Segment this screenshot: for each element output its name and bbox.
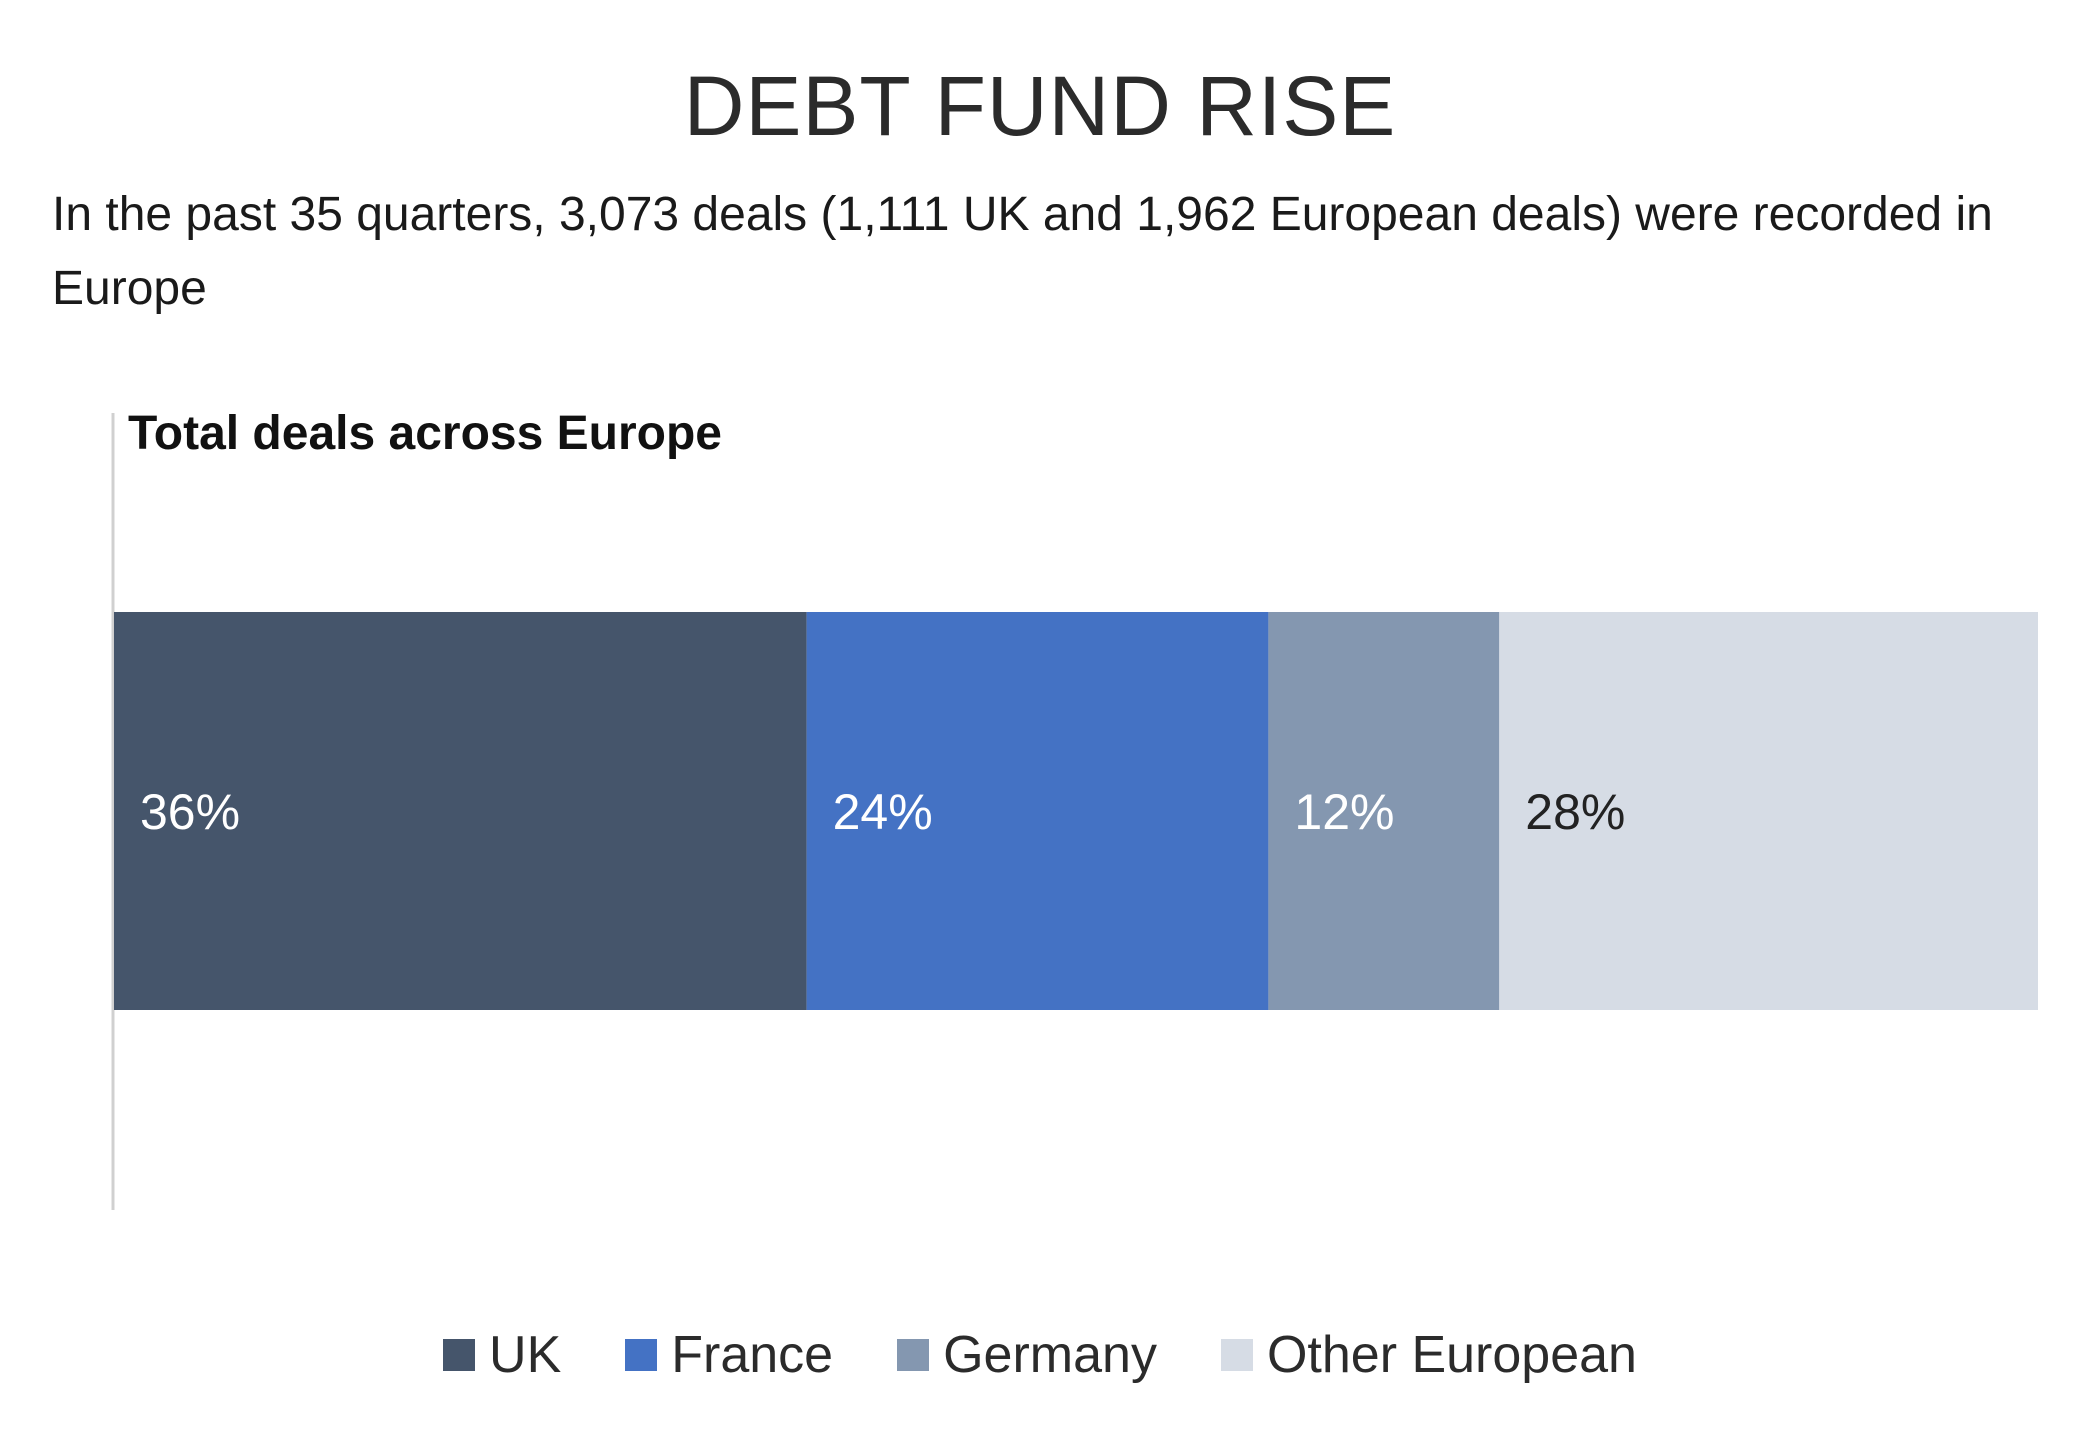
stacked-bar-chart: 36% 24% 12% 28% xyxy=(111,413,2038,1210)
legend-swatch xyxy=(443,1339,476,1371)
page-subtitle: In the past 35 quarters, 3,073 deals (1,… xyxy=(52,188,1993,315)
legend-swatch xyxy=(1220,1339,1253,1371)
page-title: DEBT FUND RISE xyxy=(683,59,1397,153)
chart-title: Total deals across Europe xyxy=(128,407,722,460)
data-label-other-european: 28% xyxy=(1525,784,1625,840)
bar-segment-france xyxy=(806,612,1269,1010)
bar-segment-other-european xyxy=(1499,612,2038,1010)
bar-segment-germany xyxy=(1268,612,1500,1010)
legend-item-uk: UK xyxy=(443,1325,561,1385)
data-label-uk: 36% xyxy=(140,784,240,840)
legend-label: France xyxy=(671,1326,834,1384)
legend-label: Other European xyxy=(1266,1326,1637,1384)
data-label-france: 24% xyxy=(833,784,933,840)
bar-segment-uk xyxy=(114,612,807,1010)
legend-item-france: France xyxy=(625,1325,833,1385)
legend-swatch xyxy=(625,1339,658,1371)
data-label-germany: 12% xyxy=(1294,784,1394,840)
chart-legend: UK France Germany Other European xyxy=(0,1320,2080,1390)
legend-item-germany: Germany xyxy=(897,1325,1157,1385)
legend-label: Germany xyxy=(943,1326,1157,1384)
legend-label: UK xyxy=(489,1326,562,1384)
legend-swatch xyxy=(897,1339,930,1371)
bar-group: 36% 24% 12% 28% xyxy=(114,612,2038,1010)
legend-item-other-european: Other European xyxy=(1220,1325,1637,1385)
